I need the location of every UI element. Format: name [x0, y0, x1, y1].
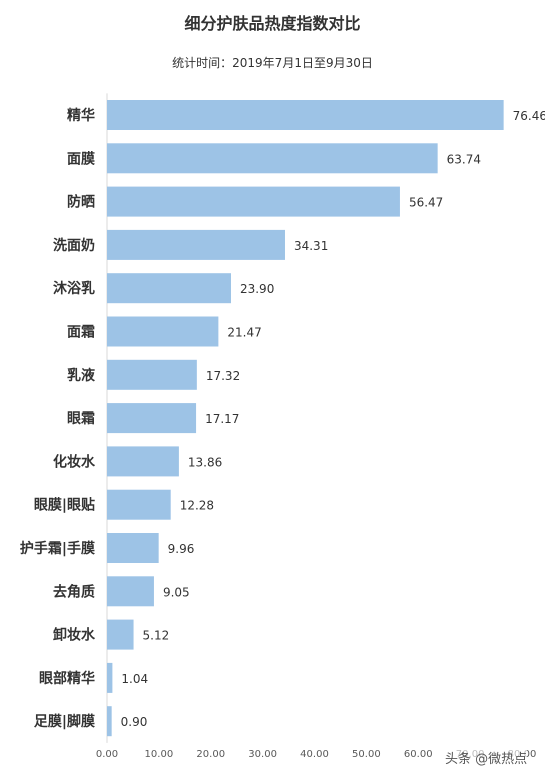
data-label: 17.17	[205, 412, 239, 426]
category-label: 精华	[67, 107, 95, 124]
bar	[107, 359, 197, 390]
x-tick-label: 50.00	[352, 749, 381, 760]
bar	[107, 446, 179, 477]
category-label: 面霜	[67, 324, 95, 341]
data-label: 17.32	[206, 369, 240, 383]
bar	[107, 489, 171, 520]
bar	[107, 143, 438, 174]
data-label: 23.90	[240, 282, 274, 296]
bar	[107, 403, 197, 434]
category-label: 去角质	[53, 583, 95, 600]
x-tick-label: 30.00	[248, 749, 277, 760]
category-label: 防晒	[67, 194, 95, 211]
category-label: 眼霜	[67, 410, 95, 427]
data-label: 9.05	[163, 585, 190, 599]
data-label: 12.28	[180, 499, 214, 513]
category-label: 足膜|脚膜	[34, 713, 95, 730]
bar	[107, 186, 400, 217]
category-label: 眼膜|眼贴	[34, 497, 95, 514]
bar	[107, 619, 134, 650]
x-tick-label: 0.00	[96, 749, 118, 760]
x-tick-label: 40.00	[300, 749, 329, 760]
x-tick-label: 10.00	[145, 749, 174, 760]
category-label: 卸妆水	[53, 627, 96, 644]
category-label: 护手霜|手膜	[20, 540, 95, 557]
category-label: 沐浴乳	[53, 280, 95, 297]
data-label: 5.12	[143, 629, 170, 643]
category-label: 乳液	[67, 367, 96, 384]
chart-subtitle: 统计时间：2019年7月1日至9月30日	[172, 56, 373, 70]
category-label: 洗面奶	[53, 237, 95, 254]
bar	[107, 100, 504, 130]
data-label: 34.31	[294, 239, 328, 253]
data-label: 76.46	[513, 109, 545, 123]
chart-title: 细分护肤品热度指数对比	[184, 14, 361, 33]
bar	[107, 316, 219, 347]
data-label: 9.96	[168, 542, 195, 556]
bar	[107, 706, 112, 737]
bar	[107, 662, 113, 693]
data-label: 13.86	[188, 455, 222, 469]
x-tick-label: 60.00	[404, 749, 433, 760]
bar	[107, 229, 285, 260]
bar	[107, 533, 159, 563]
x-tick-label: 20.00	[196, 749, 225, 760]
category-label: 眼部精华	[39, 670, 95, 687]
bar	[107, 576, 154, 607]
category-label: 面膜	[67, 150, 95, 167]
watermark: 头条 @微热点	[445, 748, 528, 767]
data-label: 1.04	[121, 672, 148, 686]
data-label: 21.47	[227, 326, 261, 340]
data-label: 63.74	[447, 152, 481, 166]
bar	[107, 273, 231, 304]
data-label: 56.47	[409, 196, 443, 210]
data-label: 0.90	[121, 715, 148, 729]
category-label: 化妆水	[53, 453, 96, 470]
